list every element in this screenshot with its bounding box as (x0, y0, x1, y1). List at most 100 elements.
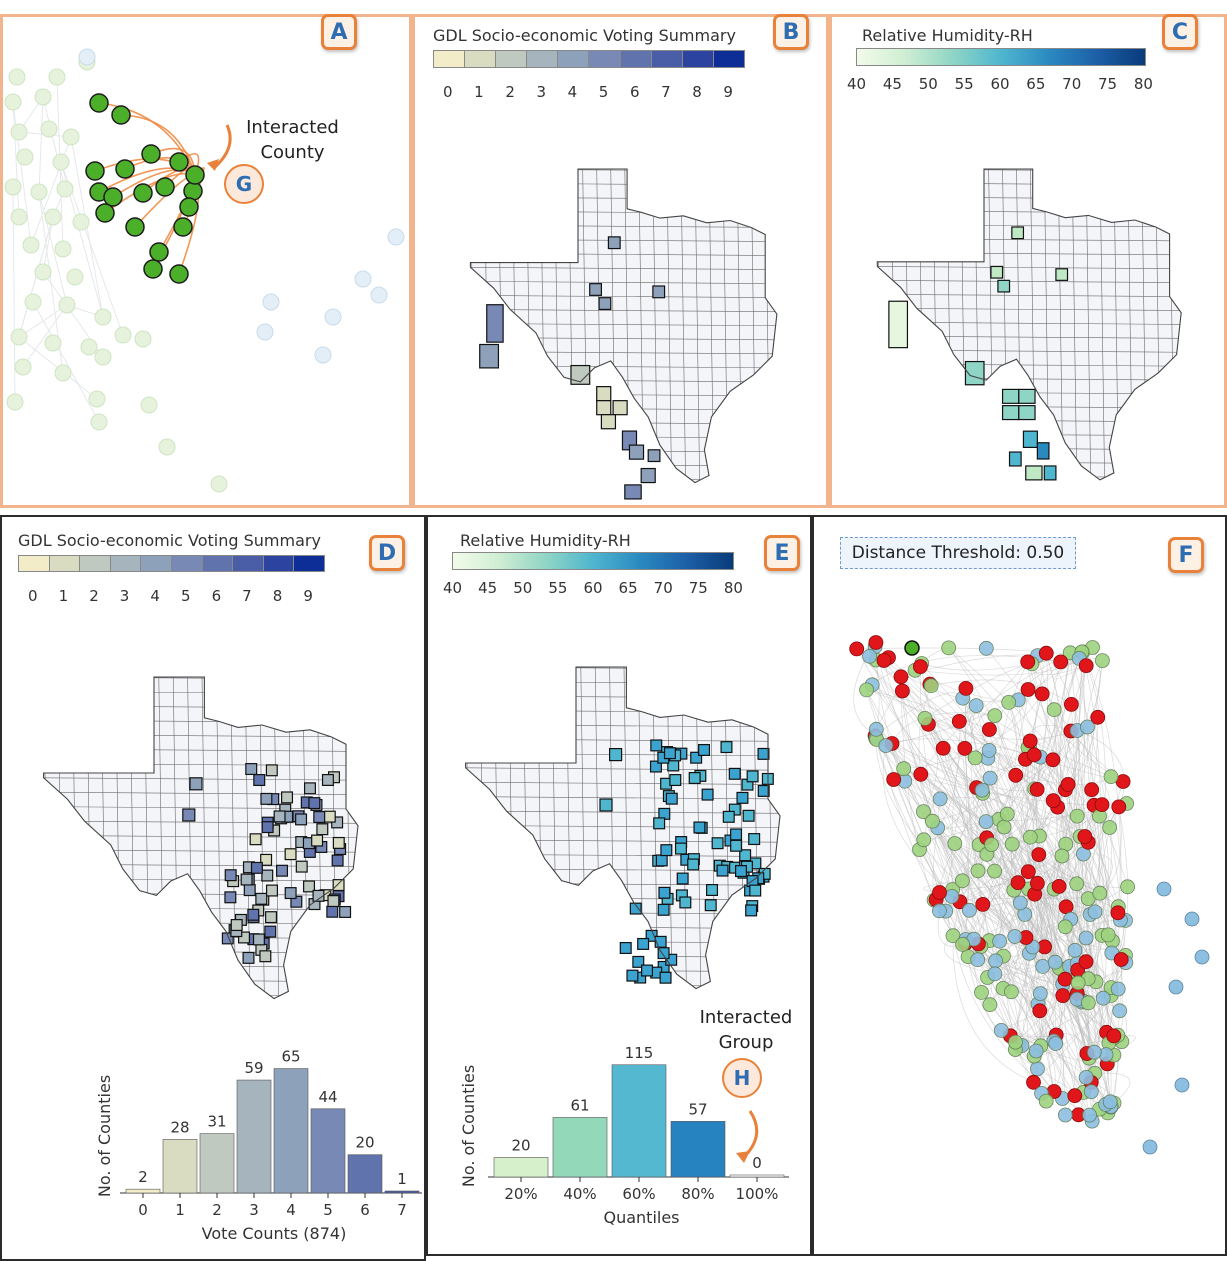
graph-node (134, 330, 152, 348)
highlighted-county (640, 467, 656, 484)
highlighted-county (698, 743, 711, 756)
distance-threshold-label[interactable]: Distance Threshold: 0.50 (840, 537, 1076, 569)
highlighted-county (303, 782, 316, 795)
texas-map[interactable] (415, 17, 826, 505)
x-tick-label: 40% (563, 1185, 596, 1203)
highlighted-county (598, 297, 612, 311)
graph-edge (1053, 709, 1119, 907)
graph-edge (1094, 1072, 1131, 1104)
highlighted-county (716, 864, 729, 877)
legend-tick: 50 (918, 75, 938, 93)
graph-node (66, 268, 84, 286)
highlighted-county (326, 905, 339, 918)
graph-node (1031, 847, 1047, 863)
highlighted-county (311, 834, 324, 847)
graph-edge (900, 676, 939, 812)
county-network-graph[interactable] (3, 17, 409, 505)
x-tick-label: 20% (504, 1185, 537, 1203)
county-node (125, 217, 145, 237)
county-line (43, 677, 49, 999)
graph-node (1095, 990, 1111, 1006)
graph-node (895, 683, 910, 699)
texas-map[interactable] (428, 517, 810, 1017)
annotation-arrow (213, 124, 232, 169)
graph-node (988, 953, 1004, 969)
graph-node (1069, 876, 1085, 892)
graph-edge (924, 660, 1061, 719)
county-line (43, 921, 358, 925)
county-line (465, 781, 780, 785)
x-tick-label: 4 (286, 1201, 296, 1219)
highlighted-county (665, 792, 678, 805)
bar-value-label: 0 (752, 1154, 762, 1172)
graph-node (1078, 658, 1094, 674)
graph-node (54, 364, 72, 382)
bar-value-label: 2 (138, 1168, 148, 1186)
county-line (1071, 169, 1078, 480)
highlighted-county (596, 386, 612, 402)
bar-value-label: 31 (207, 1113, 226, 1131)
graph-node (987, 863, 1003, 879)
county-node (169, 152, 189, 172)
highlighted-county (1055, 268, 1069, 281)
graph-edge (32, 301, 100, 423)
graph-node (868, 635, 884, 650)
graph-node (10, 328, 28, 346)
highlighted-county (1025, 465, 1043, 481)
graph-node (30, 183, 48, 201)
texas-map[interactable] (2, 517, 424, 1017)
legend-tick: 60 (583, 579, 603, 597)
graph-node (968, 698, 984, 714)
bar-value-label: 57 (688, 1100, 707, 1118)
county-node (143, 259, 163, 279)
panel-d-voting-detail: GDL Socio-economic Voting Summary 0 1 2 3 4 5… (0, 515, 426, 1261)
legend-swatch-1 (49, 556, 81, 571)
legend-tick: 75 (688, 579, 708, 597)
county-line (666, 169, 672, 483)
graph-node (1080, 995, 1096, 1011)
legend-tick: 5 (598, 83, 609, 101)
county-line (43, 979, 358, 983)
graph-node (256, 323, 274, 341)
state-fill (470, 169, 777, 483)
highlighted-county (679, 896, 692, 909)
annotation-line: County (260, 142, 325, 163)
graph-edge (1037, 655, 1126, 921)
graph-node (941, 640, 957, 656)
humidity-quantile-histogram: 20 20% 61 40% 115 60% 57 80% 0 100% Quantiles No. o… (459, 1044, 789, 1227)
highlighted-county (990, 265, 1004, 279)
county-node (183, 181, 203, 201)
county-line (360, 677, 365, 1001)
county-line (43, 935, 358, 939)
highlighted-county (711, 837, 724, 850)
county-line (244, 677, 251, 999)
graph-node (868, 721, 884, 737)
graph-node (1008, 767, 1024, 783)
highlighted-county (736, 791, 749, 804)
county-line (465, 925, 780, 929)
legend-ticks: 40 45 50 55 60 65 70 75 80 (847, 75, 1153, 93)
legend-tick: 7 (242, 587, 252, 605)
highlighted-county (281, 791, 294, 804)
graph-node (48, 68, 66, 86)
highlighted-county (746, 770, 759, 783)
highlighted-county (667, 759, 680, 772)
graph-node (4, 178, 22, 196)
graph-node (1029, 875, 1045, 891)
graph-edge (964, 748, 990, 941)
badge-f: F (1168, 537, 1204, 573)
highlighted-county (652, 285, 666, 299)
graph-node (1168, 979, 1184, 995)
legend-ticks: 0 1 2 3 4 5 6 7 8 9 (443, 83, 733, 101)
graph-node (1094, 653, 1110, 669)
graph-edge (989, 730, 1078, 1005)
county-line (494, 667, 500, 989)
highlighted-county (728, 767, 741, 780)
graph-node (944, 888, 960, 904)
similarity-network-graph[interactable] (814, 517, 1225, 1254)
county-line (877, 266, 1182, 270)
texas-map[interactable] (832, 17, 1224, 505)
badge-a: A (321, 14, 357, 50)
legend-tick: 50 (513, 579, 533, 597)
